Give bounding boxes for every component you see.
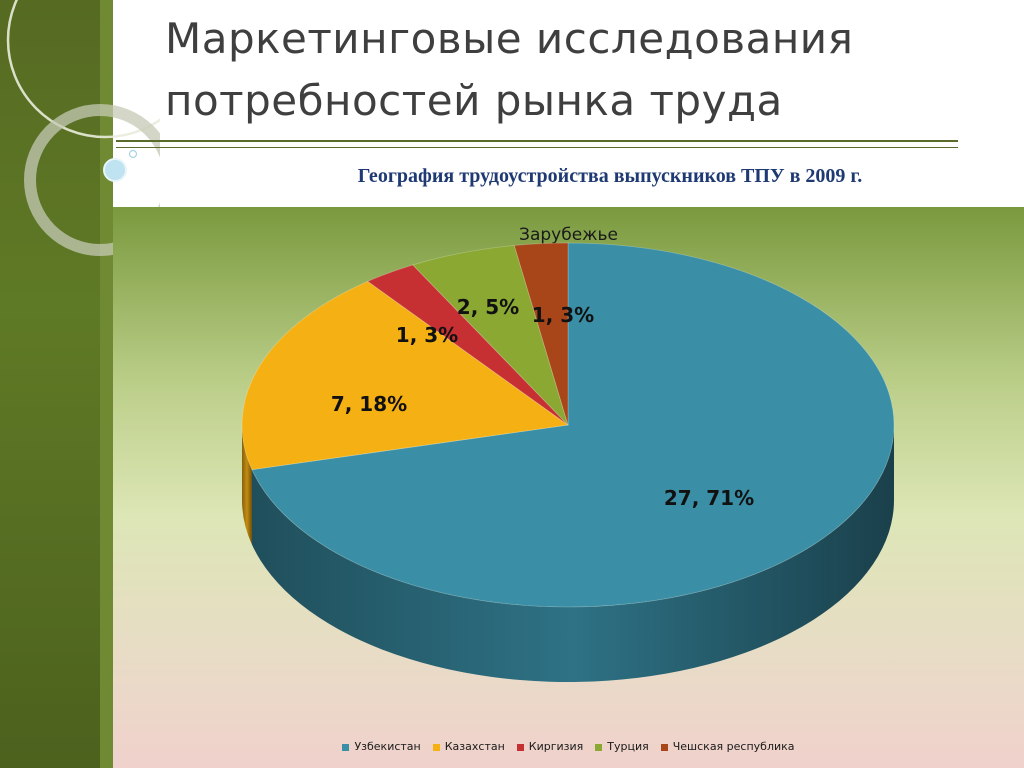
deco-circle-large bbox=[6, 0, 160, 139]
chart-area: Зарубежье 27, 71% 7, 18% 1, 3% 2, 5% 1, 3% У… bbox=[113, 207, 1024, 768]
legend-label: Казахстан bbox=[444, 740, 505, 753]
pie-slice-side-узбекистан bbox=[251, 425, 894, 682]
data-label-узбекистан: 27, 71% bbox=[664, 486, 754, 510]
pie-slice-side-казахстан bbox=[242, 425, 252, 545]
legend-label: Турция bbox=[607, 740, 649, 753]
title-divider-thin bbox=[116, 147, 958, 148]
pie-slice-казахстан bbox=[241, 280, 570, 471]
chart-title: Зарубежье bbox=[519, 225, 618, 245]
legend-item-казахстан: Казахстан bbox=[432, 740, 505, 753]
legend-item-киргизия: Киргизия bbox=[516, 740, 584, 753]
slide-subtitle: География трудоустройства выпускников ТП… bbox=[357, 165, 863, 187]
legend-item-турция: Турция bbox=[595, 740, 649, 753]
legend-swatch bbox=[432, 743, 440, 751]
legend-label: Узбекистан bbox=[354, 740, 421, 753]
data-label-казахстан: 7, 18% bbox=[331, 392, 407, 416]
data-label-киргизия: 1, 3% bbox=[396, 323, 458, 347]
decorative-circles bbox=[6, 0, 160, 256]
data-label-турция: 2, 5% bbox=[457, 295, 519, 319]
legend-swatch bbox=[660, 743, 668, 751]
deco-ring bbox=[24, 104, 160, 256]
pie-slice-чешская-республика bbox=[513, 242, 569, 426]
deco-dot bbox=[128, 149, 138, 159]
legend-swatch bbox=[595, 743, 603, 751]
deco-bubble bbox=[103, 158, 127, 182]
legend-label: Киргизия bbox=[528, 740, 584, 753]
chart-legend: Узбекистан Казахстан Киргизия Турция Чешская… bbox=[113, 740, 1024, 753]
legend-label: Чешская республика bbox=[672, 740, 795, 753]
pie-slice-турция bbox=[412, 245, 569, 426]
data-label-чешская-республика: 1, 3% bbox=[532, 303, 594, 327]
pie-chart: 27, 71% 7, 18% 1, 3% 2, 5% 1, 3% bbox=[241, 242, 895, 682]
sidebar-stripe bbox=[100, 0, 113, 768]
pie-slice-узбекистан bbox=[251, 242, 895, 608]
legend-item-чешская-республика: Чешская республика bbox=[660, 740, 795, 753]
title-divider bbox=[116, 140, 958, 142]
legend-swatch bbox=[342, 743, 350, 751]
legend-swatch bbox=[516, 743, 524, 751]
slide-title: Маркетинговые исследования потребностей … bbox=[165, 14, 854, 125]
legend-item-узбекистан: Узбекистан bbox=[342, 740, 421, 753]
pie-slice-киргизия bbox=[366, 264, 569, 426]
